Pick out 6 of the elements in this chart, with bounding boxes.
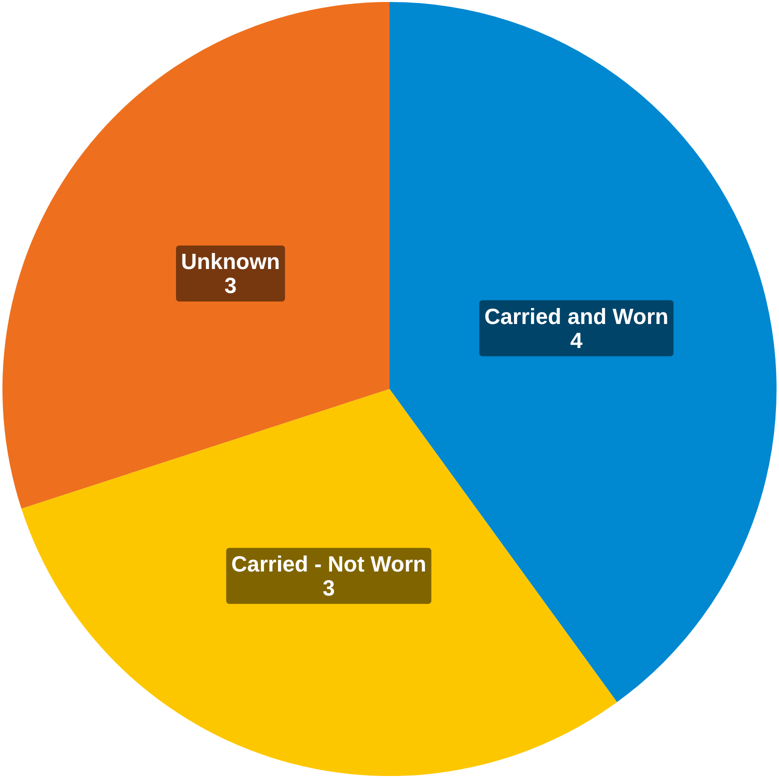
slice-label: Carried - Not Worn: [231, 551, 426, 576]
slice-label: Carried and Worn: [484, 304, 669, 329]
data-label: 3: [224, 272, 237, 298]
slice-label: Unknown: [181, 248, 280, 274]
data-label: 3: [322, 575, 335, 600]
data-label: 4: [570, 328, 584, 353]
